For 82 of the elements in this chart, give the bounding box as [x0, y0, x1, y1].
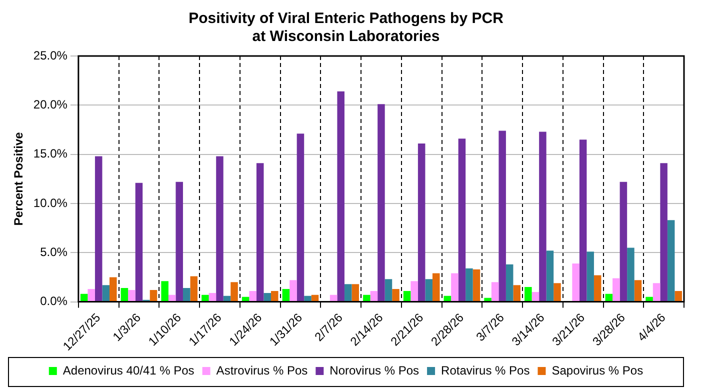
bar: [432, 273, 440, 302]
legend-label: Norovirus % Pos: [330, 363, 420, 378]
bar: [102, 285, 110, 302]
bar: [667, 220, 675, 302]
bar: [120, 288, 128, 302]
bar: [410, 281, 418, 302]
bar: [384, 279, 392, 302]
bar: [491, 282, 499, 302]
bar: [304, 296, 312, 302]
bar: [330, 294, 338, 302]
legend-label: Rotavirus % Pos: [441, 363, 530, 378]
y-axis-title: Percent Positive: [12, 132, 26, 226]
bar: [652, 283, 660, 302]
legend-label: Sapovirus % Pos: [552, 363, 644, 378]
bar: [627, 248, 634, 302]
bar: [594, 275, 602, 302]
bar: [176, 182, 183, 302]
chart-title: Positivity of Viral Enteric Pathogens by PCR at Wisconsin Laboratories: [188, 10, 504, 46]
bar: [150, 290, 158, 302]
y-tick-label: 25.0%: [33, 48, 68, 62]
bar: [674, 290, 682, 302]
bar: [264, 292, 271, 302]
bar: [472, 269, 480, 302]
bar: [458, 138, 466, 302]
bar: [418, 144, 426, 302]
bar: [646, 296, 653, 302]
bar: [586, 252, 594, 302]
bar: [282, 289, 290, 302]
bar: [249, 290, 256, 302]
bar: [208, 292, 216, 302]
bar: [392, 289, 400, 302]
bar: [612, 278, 620, 302]
bar: [290, 280, 297, 302]
bar: [425, 279, 432, 302]
bar: [311, 294, 319, 302]
bar: [161, 281, 168, 302]
bar: [484, 298, 492, 302]
y-tick-label: 0.0%: [40, 294, 68, 308]
y-tick-label: 15.0%: [33, 146, 68, 161]
bar: [370, 290, 378, 302]
bar: [230, 282, 238, 302]
bar: [80, 294, 88, 302]
bar: [554, 283, 561, 302]
bar: [216, 156, 224, 302]
bar: [660, 163, 668, 302]
bar: [352, 284, 360, 302]
bar: [256, 163, 264, 302]
y-tick-label: 10.0%: [33, 196, 68, 210]
bar: [296, 134, 304, 302]
bar: [337, 91, 344, 302]
bar: [532, 292, 540, 302]
bar: [94, 156, 102, 302]
bar: [182, 288, 190, 302]
bar: [498, 130, 506, 302]
bar: [451, 273, 458, 302]
bar: [524, 287, 532, 302]
bar: [135, 182, 143, 302]
bar: [271, 290, 278, 302]
y-tick-label: 20.0%: [33, 97, 68, 112]
bar: [539, 132, 546, 302]
legend-label: Adenovirus 40/41 % Pos: [62, 363, 194, 378]
bar: [190, 276, 198, 302]
bar: [466, 268, 473, 302]
bar: [634, 280, 642, 302]
legend-label: Astrovirus % Pos: [216, 363, 308, 378]
bar: [620, 182, 628, 302]
bar: [513, 285, 520, 302]
bar: [344, 284, 352, 302]
bar: [403, 290, 411, 302]
y-tick-label: 5.0%: [40, 244, 68, 259]
bar: [110, 277, 117, 302]
bar: [546, 250, 554, 302]
bar: [579, 140, 587, 302]
bar: [363, 294, 370, 302]
bar: [605, 294, 613, 302]
bar: [168, 294, 176, 302]
bar: [128, 290, 136, 302]
bar: [506, 264, 514, 302]
bar: [88, 289, 95, 302]
bar: [572, 263, 580, 302]
bar: [378, 104, 385, 302]
bar: [202, 294, 209, 302]
